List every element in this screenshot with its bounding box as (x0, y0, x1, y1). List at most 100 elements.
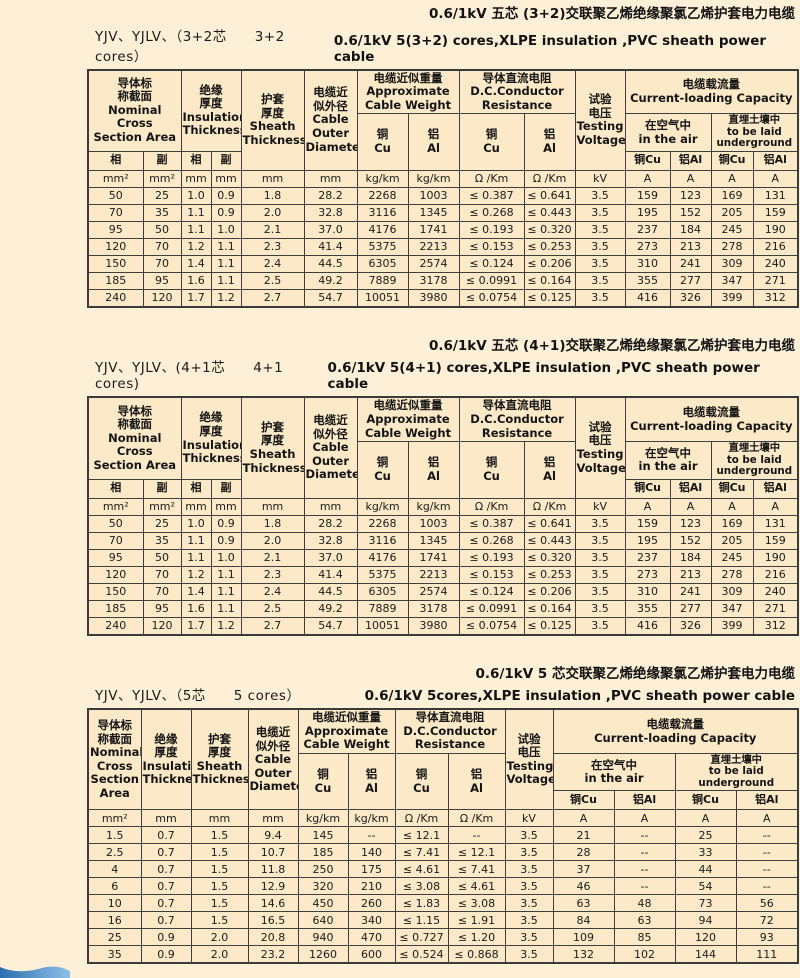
table-cell: 49.2 (303, 599, 358, 618)
th-cable-outer-diameter: 电缆近 似外径 Cable Outer Diameter (303, 69, 358, 171)
th-sheath-thickness: 护套 厚度 Sheath Thickness (240, 396, 305, 499)
table-row: 16 0.7 1.5 16.5 640 340 ≤ 1.15 ≤ 1.91 3.5 84 63 94 7… (87, 911, 799, 930)
table-cell: 3.5 (574, 254, 626, 273)
table-cell: -- (613, 826, 676, 845)
table-cell: 1260 (297, 945, 349, 964)
table-cell: Ω /Km (458, 497, 525, 516)
table-cell: Ω /Km (523, 169, 576, 188)
table-cell: 1.1 (210, 582, 242, 601)
th-resistance-al: 铝 Al (523, 113, 576, 171)
table-cell: kg/km (297, 809, 349, 828)
table-cell: -- (735, 860, 799, 879)
table-cell: 2.0 (240, 531, 305, 550)
section-title-zh: 0.6/1kV 五芯 (4+1)交联聚乙烯绝缘聚氯乙烯护套电力电缆 (428, 337, 795, 354)
table-cell: 145 (297, 826, 349, 845)
table-cell: kg/km (356, 497, 409, 516)
table-cell: 10.7 (247, 843, 299, 862)
table-cell: mm² (87, 497, 144, 516)
table-cell: 3.5 (574, 565, 626, 584)
table-cell: 309 (710, 254, 754, 273)
table-cell: -- (735, 877, 799, 896)
table-cell: 159 (624, 186, 671, 205)
table-cell: 3.5 (574, 616, 626, 636)
table-cell: 20.8 (247, 928, 299, 947)
table-cell: 1.1 (210, 565, 242, 584)
th-current-loading-capacity: 电缆载流量 Current-loading Capacity (624, 69, 799, 115)
table-cell: Ω /Km (458, 169, 525, 188)
table-cell: 28.2 (303, 186, 358, 205)
table-cell: 1.1 (180, 531, 212, 550)
table-cell: 35 (142, 531, 182, 550)
table-cell: 310 (624, 582, 671, 601)
table-cell: 95 (87, 220, 144, 239)
table-cell: 320 (297, 877, 349, 896)
table-cell: ≤ 0.164 (523, 271, 576, 290)
table-cell: 2.5 (240, 599, 305, 618)
table-cell: 278 (710, 565, 754, 584)
table-cell: 120 (142, 288, 182, 308)
table-cell: 1.1 (180, 548, 212, 567)
table-cell: 205 (710, 203, 754, 222)
table-cell: 355 (624, 599, 671, 618)
table-cell: ≤ 1.91 (447, 911, 506, 930)
table-cell: 0.9 (210, 186, 242, 205)
table-cell: ≤ 0.641 (523, 514, 576, 533)
th-insulation-thickness: 绝缘 厚度 Insulation Thickness (180, 69, 242, 152)
table-cell: 3.5 (504, 911, 554, 930)
table-cell: 2.7 (240, 288, 305, 308)
table-cell: 33 (674, 843, 737, 862)
table-cell: ≤ 0.153 (458, 565, 525, 584)
table-cell: 9.4 (247, 826, 299, 845)
table-cell: 1.5 (87, 826, 142, 845)
section-3plus2: 0.6/1kV 五芯 (3+2)交联聚乙烯绝缘聚氯乙烯护套电力电缆 YJV、YJ… (0, 0, 800, 308)
table-cell: 95 (142, 599, 182, 618)
table-cell: 3.5 (574, 220, 626, 239)
table-cell: 245 (710, 220, 754, 239)
table-row: 95 50 1.1 1.0 2.1 37.0 4176 1741 ≤ 0.193 ≤ 0.320 3… (87, 548, 799, 567)
table-cell: 44.5 (303, 254, 358, 273)
table-cell: 50 (87, 186, 144, 205)
spec-table-4plus1: 导体标 称截面 Nominal Cross Section Area 绝缘 厚度… (87, 396, 800, 636)
table-cell: 1.1 (210, 271, 242, 290)
table-cell: ≤ 4.61 (447, 877, 506, 896)
table-cell: ≤ 0.193 (458, 548, 525, 567)
table-cell: 0.7 (140, 826, 192, 845)
table-cell: 2574 (407, 254, 460, 273)
table-cell: 50 (142, 548, 182, 567)
data-row-group: 50 25 1.0 0.9 1.8 28.2 2268 1003 ≤ 0.387 ≤ 0.641 3… (87, 514, 799, 636)
table-cell: 1.8 (240, 514, 305, 533)
table-cell: 216 (752, 237, 799, 256)
table-cell: 56 (735, 894, 799, 913)
table-cell: mm (180, 169, 212, 188)
table-cell: mm (210, 497, 242, 516)
table-cell: 159 (624, 514, 671, 533)
table-cell: mm (240, 169, 305, 188)
table-cell: 12.9 (247, 877, 299, 896)
table-cell: 3.5 (574, 271, 626, 290)
table-cell: 309 (710, 582, 754, 601)
table-cell: 3980 (407, 288, 460, 308)
table-cell: 70 (142, 237, 182, 256)
table-cell: 25 (142, 186, 182, 205)
th-phase: 相 (87, 478, 144, 499)
table-cell: 32.8 (303, 203, 358, 222)
table-cell: 273 (624, 237, 671, 256)
th-weight-al: 铝 Al (407, 441, 460, 499)
table-cell: 28.2 (303, 514, 358, 533)
data-row-group: 50 25 1.0 0.9 1.8 28.2 2268 1003 ≤ 0.387 ≤ 0.641 3… (87, 186, 799, 308)
table-cell: 326 (669, 616, 712, 636)
table-cell: kg/km (356, 169, 409, 188)
table-cell: ≤ 0.206 (523, 582, 576, 601)
table-cell: ≤ 0.0991 (458, 599, 525, 618)
table-cell: 1.5 (190, 843, 249, 862)
table-cell: ≤ 0.387 (458, 514, 525, 533)
table-cell: 1.5 (190, 877, 249, 896)
table-cell: 1.2 (210, 616, 242, 636)
table-cell: 416 (624, 616, 671, 636)
table-cell: 144 (674, 945, 737, 964)
table-cell: 6305 (356, 254, 409, 273)
table-cell: 50 (142, 220, 182, 239)
table-cell: 312 (752, 616, 799, 636)
table-cell: A (624, 169, 671, 188)
table-cell: 21 (552, 826, 615, 845)
